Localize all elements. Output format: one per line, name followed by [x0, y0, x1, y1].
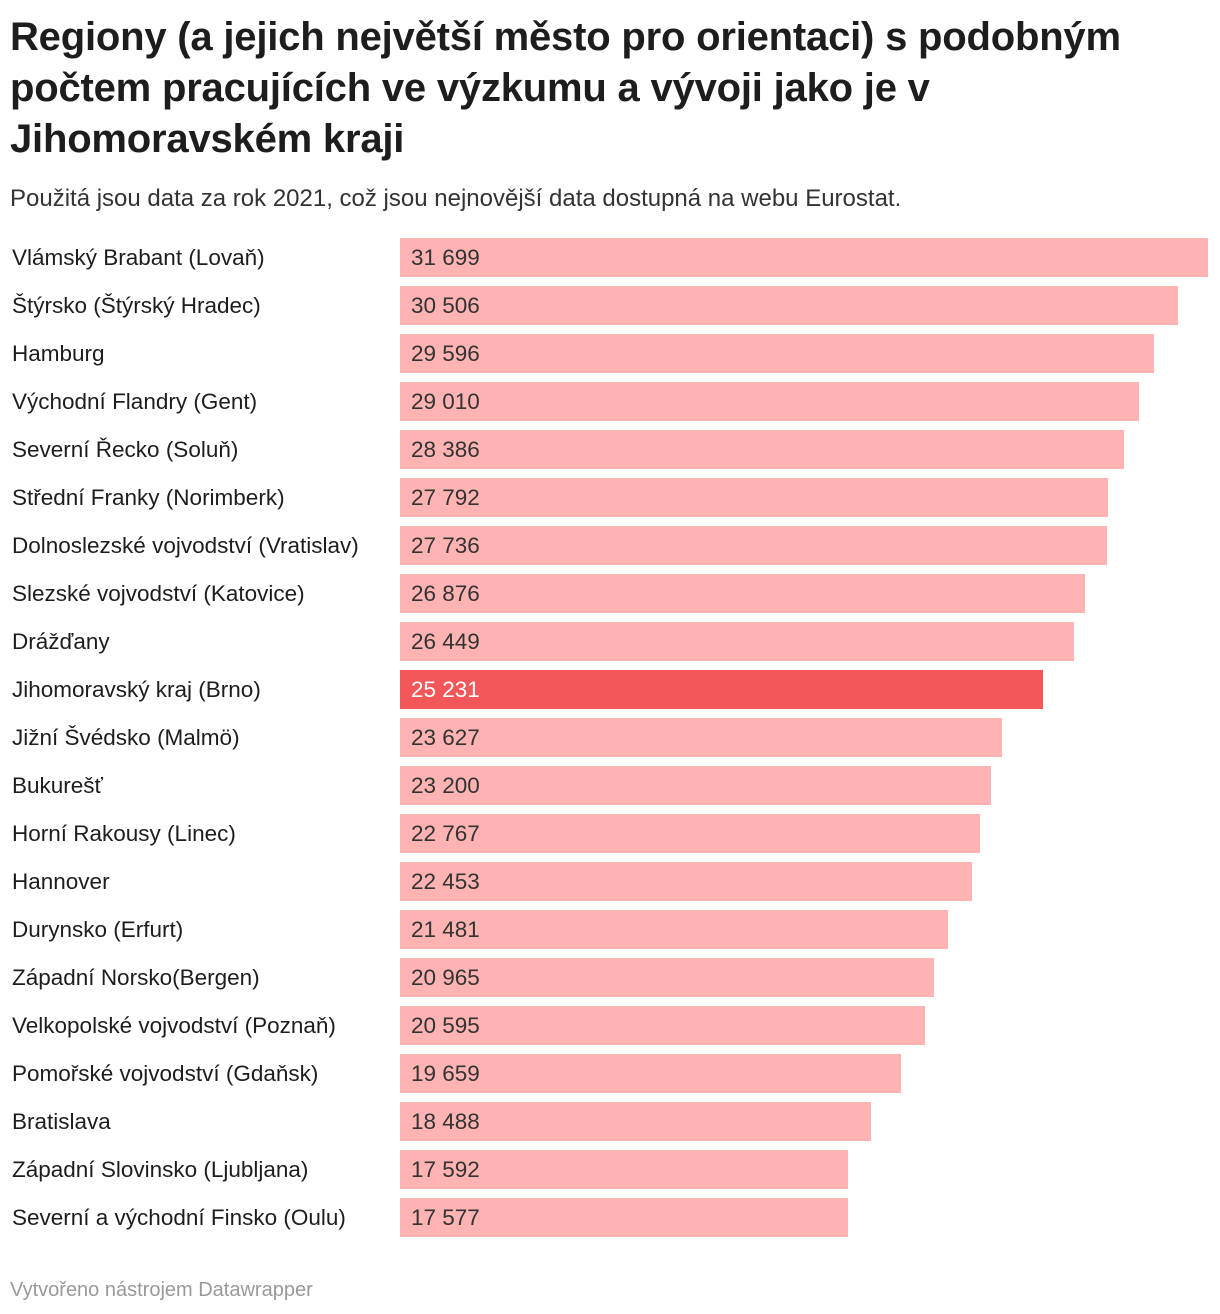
bar — [400, 382, 1139, 421]
category-label: Bukurešť — [12, 773, 103, 798]
bar-row: Drážďany 26 449 — [0, 618, 1220, 666]
bar — [400, 1006, 925, 1045]
bar-row: Dolnoslezské vojvodství (Vratislav) 27 73… — [0, 522, 1220, 570]
bar-chart: Vlámský Brabant (Lovaň) 31 699 Štýrsko (Št… — [0, 234, 1220, 1244]
bar — [400, 1054, 901, 1093]
category-label: Durynsko (Erfurt) — [12, 917, 184, 942]
bar-row: Horní Rakousy (Linec) 22 767 — [0, 810, 1220, 858]
value-label: 23 200 — [411, 773, 480, 798]
value-label: 31 699 — [411, 245, 480, 270]
bar-row: Západní Slovinsko (Ljubljana) 17 592 — [0, 1146, 1220, 1194]
category-label: Jižní Švédsko (Malmö) — [12, 725, 240, 750]
value-label: 29 010 — [411, 389, 480, 414]
bar-row: Východní Flandry (Gent) 29 010 — [0, 378, 1220, 426]
bar — [400, 1102, 871, 1141]
bar — [400, 910, 948, 949]
value-label: 22 767 — [411, 821, 480, 846]
bar-row: Hamburg 29 596 — [0, 330, 1220, 378]
category-label: Střední Franky (Norimberk) — [12, 485, 285, 510]
bar — [400, 958, 934, 997]
value-label: 27 736 — [411, 533, 480, 558]
bar — [400, 1198, 848, 1237]
value-label: 21 481 — [411, 917, 480, 942]
category-label: Západní Slovinsko (Ljubljana) — [12, 1157, 309, 1182]
bar — [400, 430, 1124, 469]
bar — [400, 622, 1074, 661]
value-label: 17 577 — [411, 1205, 480, 1230]
bar — [400, 1150, 848, 1189]
bar — [400, 478, 1108, 517]
category-label: Slezské vojvodství (Katovice) — [12, 581, 305, 606]
category-label: Severní Řecko (Soluň) — [12, 437, 239, 462]
bar-row: Velkopolské vojvodství (Poznaň) 20 595 — [0, 1002, 1220, 1050]
bar-row: Durynsko (Erfurt) 21 481 — [0, 906, 1220, 954]
value-label: 26 876 — [411, 581, 480, 606]
value-label: 29 596 — [411, 341, 480, 366]
bar-row: Slezské vojvodství (Katovice) 26 876 — [0, 570, 1220, 618]
chart-title: Regiony (a jejich největší město pro ori… — [10, 15, 1121, 161]
bar-row: Jižní Švédsko (Malmö) 23 627 — [0, 714, 1220, 762]
bar-row: Pomořské vojvodství (Gdaňsk) 19 659 — [0, 1050, 1220, 1098]
value-label: 23 627 — [411, 725, 480, 750]
category-label: Východní Flandry (Gent) — [12, 389, 258, 414]
category-label: Bratislava — [12, 1109, 111, 1134]
bar — [400, 766, 991, 805]
category-label: Hannover — [12, 869, 110, 894]
category-label: Severní a východní Finsko (Oulu) — [12, 1205, 346, 1230]
value-label: 20 595 — [411, 1013, 480, 1038]
highlighted-bar — [400, 670, 1043, 709]
bar-row: Střední Franky (Norimberk) 27 792 — [0, 474, 1220, 522]
value-label: 19 659 — [411, 1061, 480, 1086]
datawrapper-credit: Vytvořeno nástrojem Datawrapper — [10, 1279, 313, 1301]
category-label: Pomořské vojvodství (Gdaňsk) — [12, 1061, 319, 1086]
category-label: Vlámský Brabant (Lovaň) — [12, 245, 265, 270]
bar — [400, 814, 980, 853]
category-label: Drážďany — [12, 629, 110, 654]
bar — [400, 286, 1178, 325]
category-label: Západní Norsko(Bergen) — [12, 965, 260, 990]
bar — [400, 862, 972, 901]
value-label: 26 449 — [411, 629, 480, 654]
value-label: 20 965 — [411, 965, 480, 990]
bar — [400, 718, 1002, 757]
category-label: Hamburg — [12, 341, 105, 366]
bar-row: Hannover 22 453 — [0, 858, 1220, 906]
value-label: 17 592 — [411, 1157, 480, 1182]
bar-row: Jihomoravský kraj (Brno) 25 231 — [0, 666, 1220, 714]
bar-row: Bratislava 18 488 — [0, 1098, 1220, 1146]
value-label: 30 506 — [411, 293, 480, 318]
value-label: 28 386 — [411, 437, 480, 462]
bar — [400, 526, 1107, 565]
category-label: Jihomoravský kraj (Brno) — [12, 677, 261, 702]
bar-row: Štýrsko (Štýrský Hradec) 30 506 — [0, 282, 1220, 330]
bar-row: Západní Norsko(Bergen) 20 965 — [0, 954, 1220, 1002]
value-label: 25 231 — [411, 677, 480, 702]
category-label: Štýrsko (Štýrský Hradec) — [12, 293, 261, 318]
bar — [400, 238, 1208, 277]
category-label: Dolnoslezské vojvodství (Vratislav) — [12, 533, 359, 558]
bar-row: Vlámský Brabant (Lovaň) 31 699 — [0, 234, 1220, 282]
value-label: 22 453 — [411, 869, 480, 894]
bar — [400, 334, 1154, 373]
category-label: Velkopolské vojvodství (Poznaň) — [12, 1013, 336, 1038]
bar-row: Severní Řecko (Soluň) 28 386 — [0, 426, 1220, 474]
bar — [400, 574, 1085, 613]
bar-row: Bukurešť 23 200 — [0, 762, 1220, 810]
category-label: Horní Rakousy (Linec) — [12, 821, 236, 846]
value-label: 18 488 — [411, 1109, 480, 1134]
value-label: 27 792 — [411, 485, 480, 510]
chart-subtitle: Použitá jsou data za rok 2021, což jsou … — [10, 185, 902, 212]
bar-row: Severní a východní Finsko (Oulu) 17 577 — [0, 1194, 1220, 1242]
